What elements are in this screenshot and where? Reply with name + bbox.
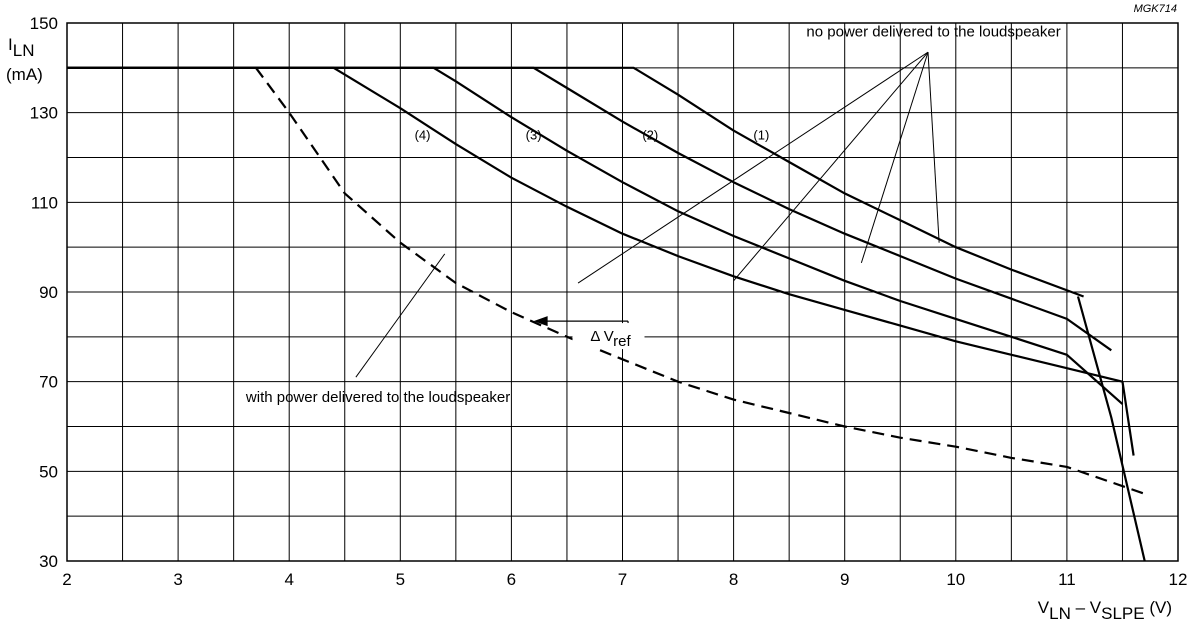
x-tick-label: 11 <box>1058 570 1076 589</box>
y-tick-label: 130 <box>30 104 58 123</box>
x-tick-label: 6 <box>507 570 516 589</box>
curve-label: (1) <box>753 128 769 143</box>
leader-line <box>577 51 929 284</box>
annotation-with-power: with power delivered to the loudspeaker <box>245 389 510 406</box>
series-layer <box>67 66 1146 562</box>
y-tick-label: 70 <box>39 373 58 392</box>
axes-layer: 2 3 4 5 6 7 8 9 10 11 12 30 50 70 90 110 130 150 <box>30 14 1188 589</box>
x-tick-label: 2 <box>62 570 71 589</box>
leader-line <box>927 52 940 243</box>
x-tick-label: 5 <box>396 570 405 589</box>
delta-vref-label: Δ Vref <box>590 328 631 350</box>
y-axis-unit: (mA) <box>6 65 43 84</box>
x-tick-label: 4 <box>284 570 293 589</box>
series-line <box>1076 296 1146 562</box>
leader-line <box>355 253 446 378</box>
annotation-no-power: no power delivered to the loudspeaker <box>806 23 1060 40</box>
x-tick-label: 7 <box>618 570 627 589</box>
leader-line <box>733 51 929 282</box>
y-tick-label: 150 <box>30 14 58 33</box>
x-tick-label: 10 <box>946 570 965 589</box>
series-line <box>67 66 1112 352</box>
figure-code: MGK714 <box>1134 3 1177 15</box>
series-line <box>67 66 1135 456</box>
curve-label: (2) <box>642 128 658 143</box>
grid <box>66 22 1179 562</box>
series-line <box>255 67 1146 495</box>
x-tick-label: 3 <box>173 570 182 589</box>
y-axis-label: ILN <box>8 35 34 60</box>
x-tick-label: 8 <box>729 570 738 589</box>
delta-vref-label-bg <box>572 323 645 350</box>
x-tick-label: 12 <box>1169 570 1188 589</box>
plot-frame <box>66 22 1179 562</box>
series-line <box>67 66 1124 405</box>
annotation-layer: (1) (2) (3) (4) no power delivered to the lo… <box>245 23 1061 405</box>
leader-line <box>860 51 929 264</box>
y-tick-label: 110 <box>31 193 58 212</box>
x-axis-label: VLN – VSLPE (V) <box>1038 598 1172 623</box>
y-tick-label: 90 <box>39 283 58 302</box>
y-tick-label: 30 <box>39 552 58 571</box>
x-tick-label: 9 <box>840 570 849 589</box>
y-tick-label: 50 <box>39 462 58 481</box>
series-line <box>67 66 1084 298</box>
delta-vref-arrowhead <box>533 316 548 327</box>
curve-label: (4) <box>415 128 431 143</box>
curve-label: (3) <box>526 128 542 143</box>
